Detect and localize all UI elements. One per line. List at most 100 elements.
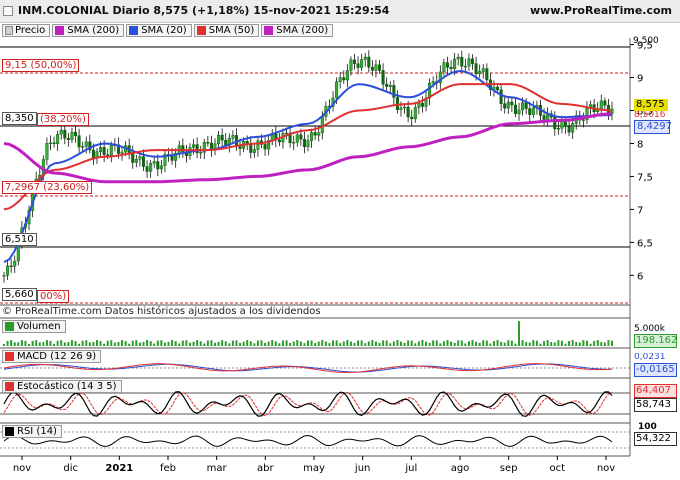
candle-body [567,126,571,133]
volume-bar [3,344,5,346]
site-url[interactable]: www.ProRealTime.com [529,4,672,17]
volume-bar [292,341,295,346]
legend-sma200-label: SMA (200) [67,25,120,36]
volume-bar [410,340,413,346]
volume-bar [281,340,284,346]
copyright-note: © ProRealTime.com Datos históricos ajust… [2,306,321,317]
sma20-tag: 8,4297 [634,120,672,134]
indicators-group [0,321,630,449]
candle-body [217,134,221,145]
candle-body [506,101,510,109]
volume-bar [271,340,274,346]
candle-body [192,144,196,148]
window-menu-icon[interactable] [3,6,13,16]
volume-bar [121,340,124,346]
candle-body [181,145,185,152]
legend-sma20[interactable]: SMA (20) [126,24,192,37]
sma200b-swatch [264,26,274,35]
candle-body [313,132,317,136]
volume-bar [464,343,467,346]
candle-body [442,62,446,73]
volume-bar [453,342,456,346]
volume-bar [457,340,460,346]
candle-body [431,81,435,84]
volume-bar [353,343,356,346]
legend-rsi[interactable]: RSI (14) [2,425,62,438]
legend-sma200b[interactable]: SMA (200) [261,24,334,37]
volume-bar [364,343,367,346]
volume-bar [560,340,563,346]
candle-body [277,139,281,143]
fib-50-label: 9,15 (50,00%) [2,59,80,72]
volume-bar [117,341,120,346]
window-title: INM.COLONIAL Diario 8,575 (+1,18%) 15-no… [18,4,390,17]
candle-body [481,68,485,72]
fib-236-label: 7,2967 (23,60%) [2,181,93,194]
volume-bar [514,343,517,346]
volume-bar [214,342,217,346]
candle-body [220,134,224,141]
x-tick-label: ago [451,463,470,474]
volume-bar [135,340,138,346]
candle-body [374,64,378,71]
volume-bar [231,340,234,346]
volume-bar [428,342,431,346]
legend-sma200[interactable]: SMA (200) [52,24,125,37]
price-tick-label: 7 [637,205,643,216]
volume-bar [321,340,324,346]
legend-macd[interactable]: MACD (12 26 9) [2,350,102,363]
volume-bar [578,342,581,346]
volume-bar [128,343,131,346]
volume-bar [492,341,495,346]
candle-body [81,146,85,148]
volume-bar [249,341,252,346]
drag-handle-icon[interactable] [5,26,13,35]
stoch-value1: 64,407 [634,384,677,398]
volume-bar [160,340,163,346]
candle-body [445,62,449,68]
candle-body [378,64,382,71]
legend-sma50[interactable]: SMA (50) [193,24,260,37]
candle-body [417,102,421,108]
volume-bar [389,343,392,346]
volume-bar [92,342,95,346]
candle-body [70,131,74,140]
volume-bar [374,341,377,346]
sma20-swatch [129,26,139,35]
volume-bar [242,341,245,346]
candle-body [317,132,321,136]
candle-body [556,128,560,130]
volume-bar [339,343,342,346]
volume-bar [335,340,338,346]
volume-bar [99,341,102,346]
volume-bar [42,342,45,346]
candle-body [388,85,392,87]
volume-bar [367,341,370,346]
last-price-tag: 8,575 [634,99,668,111]
candle-body [449,67,453,70]
candle-body [99,147,103,152]
legend-volume[interactable]: Volumen [2,320,66,333]
x-tick-label: nov [597,463,615,474]
candle-body [467,58,471,67]
volume-bar [156,340,159,346]
volume-bar [181,340,184,346]
candle-body [528,108,532,115]
candle-body [463,65,467,68]
volume-bar [174,341,177,346]
candle-body [302,139,306,148]
candle-body [460,56,464,67]
candle-body [195,144,199,154]
candle-body [88,141,92,151]
candle-body [531,107,535,115]
price-tick-label: 7,5 [637,172,653,183]
volume-bar [45,340,48,346]
stoch-legend: Estocástico (14 3 5) [2,380,124,393]
volume-bar [56,340,59,346]
candle-body [163,154,167,166]
stoch-swatch [5,382,14,391]
legend-stoch[interactable]: Estocástico (14 3 5) [2,380,122,393]
volume-bar [510,340,513,346]
legend-price[interactable]: Precio [2,24,51,37]
